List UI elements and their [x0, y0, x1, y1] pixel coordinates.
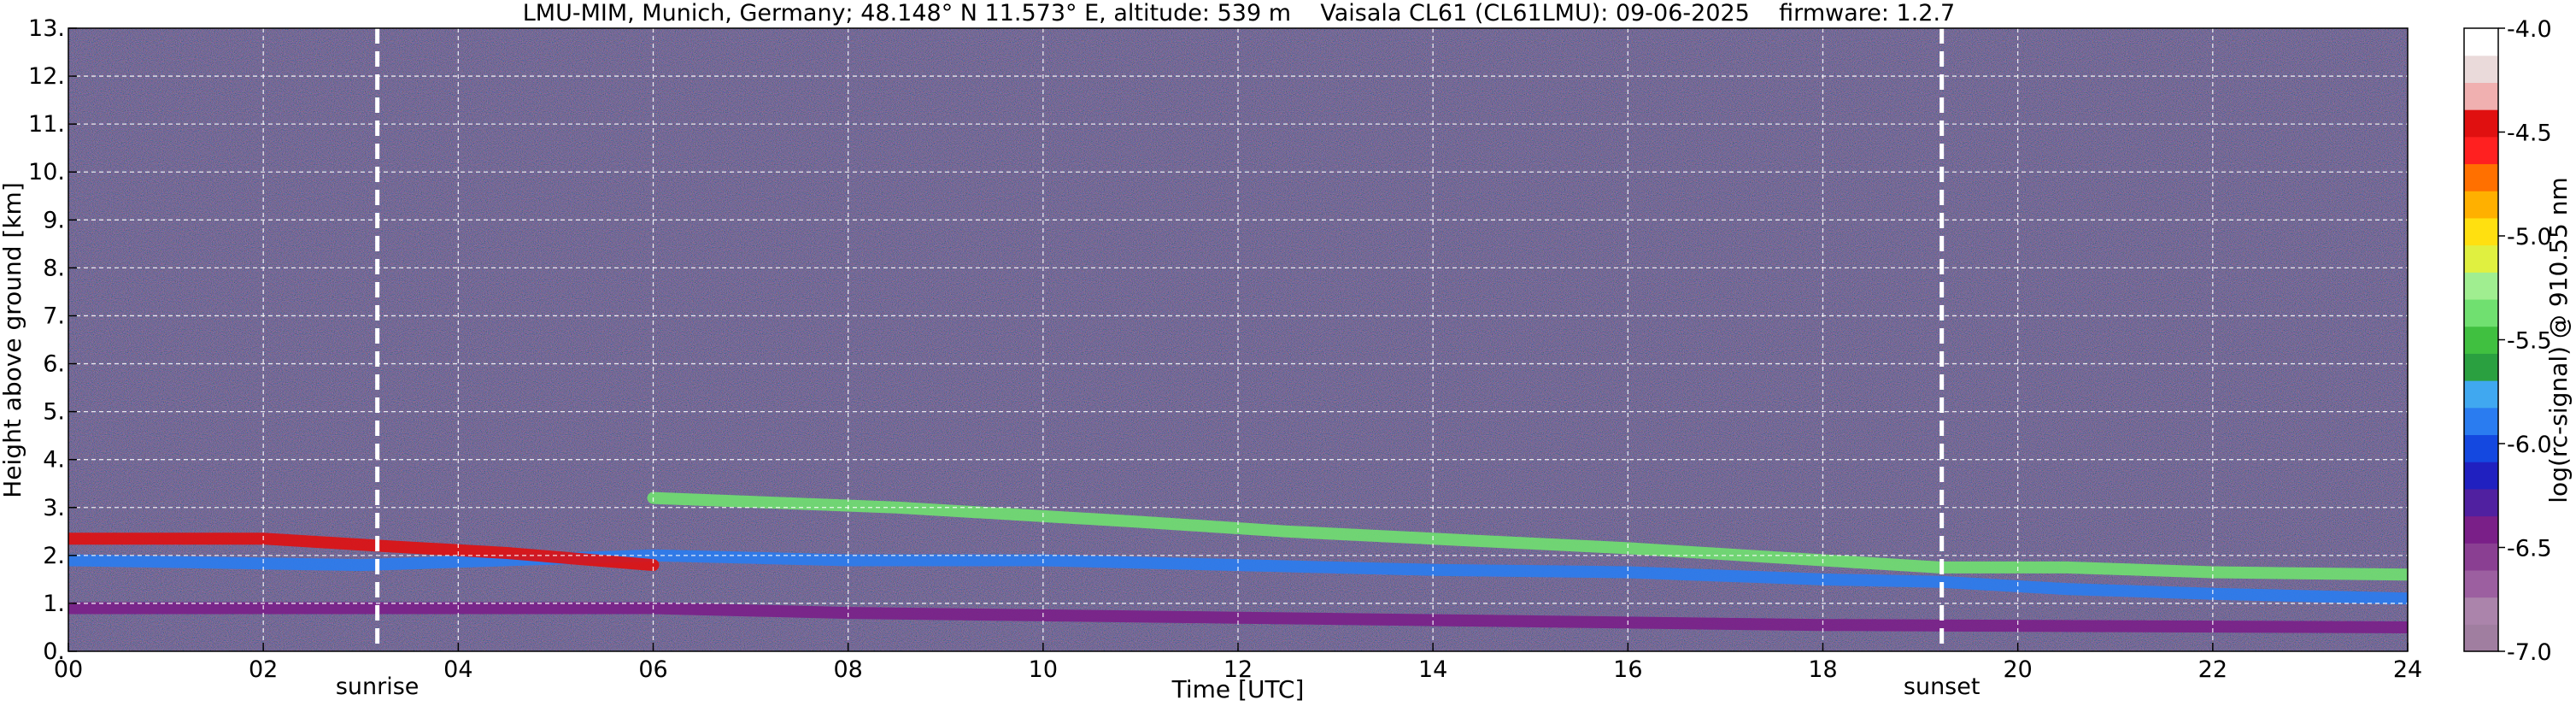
colorbar-ticks: -7.0 -6.5 -6.0 -5.5 -5.0 -4.5 -4.0 [2498, 16, 2552, 666]
x-tick-label: 12 [1223, 656, 1253, 683]
colorbar-tick-label: -4.5 [2507, 121, 2552, 147]
layer-0 [647, 491, 2408, 581]
colorbar-swatch [2464, 163, 2498, 191]
colorbar-swatch [2464, 462, 2498, 490]
colorbar-tick-label: -6.5 [2507, 536, 2552, 562]
x-tick-label: 00 [54, 656, 83, 683]
colorbar-tick-label: -4.0 [2507, 16, 2552, 43]
colorbar-swatch [2464, 434, 2498, 462]
colorbar-tick-label: -6.0 [2507, 432, 2552, 458]
y-tick-label: 12. [28, 63, 65, 90]
colorbar-tick-label: -5.0 [2507, 224, 2552, 250]
y-tick-label: 4. [43, 447, 65, 474]
y-tick-label: 11. [28, 111, 65, 138]
x-tick-label: 02 [249, 656, 278, 683]
colorbar-swatch [2464, 82, 2498, 110]
colorbar-swatch [2464, 569, 2498, 598]
layer-2 [68, 532, 660, 572]
y-tick-label: 13. [28, 15, 65, 42]
colorbar-swatch [2464, 515, 2498, 544]
grid-lines [68, 28, 2408, 651]
colorbar-swatch [2464, 191, 2498, 219]
colorbar-swatch [2464, 543, 2498, 571]
plot-area: sunrise sunset [67, 27, 2409, 700]
colorbar-swatch [2464, 326, 2498, 354]
x-tick-label: 18 [1808, 656, 1837, 683]
colorbar: -7.0 -6.5 -6.0 -5.5 -5.0 -4.5 -4.0 log(rc-sign… [2463, 16, 2573, 666]
colorbar-swatch [2464, 407, 2498, 436]
colorbar-swatch [2464, 28, 2498, 56]
chart-title: LMU-MIM, Munich, Germany; 48.148° N 11.5… [523, 0, 1956, 26]
x-tick-label: 10 [1029, 656, 1058, 683]
x-tick-label: 14 [1418, 656, 1447, 683]
colorbar-swatch [2464, 136, 2498, 165]
colorbar-swatch [2464, 217, 2498, 246]
colorbar-swatch [2464, 272, 2498, 300]
colorbar-swatch [2464, 55, 2498, 83]
colorbar-swatch [2464, 624, 2498, 652]
colorbar-swatch [2464, 244, 2498, 273]
y-tick-label: 0. [43, 638, 65, 665]
y-axis-label: Height above ground [km] [0, 182, 26, 498]
y-tick-label: 9. [43, 207, 65, 233]
annotations: sunrise sunset [336, 28, 1980, 700]
x-tick-label: 22 [2198, 656, 2227, 683]
x-tick-label: 08 [833, 656, 862, 683]
x-tick-label: 06 [638, 656, 667, 683]
y-tick-label: 6. [43, 351, 65, 378]
y-tick-label: 2. [43, 543, 65, 569]
sunset-label: sunset [1904, 674, 1980, 700]
y-tick-label: 10. [28, 159, 65, 185]
x-axis-label: Time [UTC] [1171, 675, 1305, 703]
colorbar-swatch [2464, 380, 2498, 409]
y-tick-label: 7. [43, 303, 65, 329]
sunrise-label: sunrise [336, 674, 420, 700]
colorbar-swatch [2464, 353, 2498, 381]
colorbar-tick-label: -7.0 [2507, 639, 2552, 666]
colorbar-tick-label: -5.5 [2507, 328, 2552, 355]
colorbar-swatch [2464, 597, 2498, 625]
colorbar-swatch [2464, 298, 2498, 327]
x-tick-label: 20 [2003, 656, 2032, 683]
colorbar-label: log(rc-signal) @ 910.55 nm [2544, 177, 2573, 503]
y-tick-label: 8. [43, 255, 65, 281]
colorbar-swatch [2464, 488, 2498, 517]
x-tick-label: 16 [1613, 656, 1642, 683]
x-tick-label: 04 [443, 656, 472, 683]
y-tick-label: 3. [43, 495, 65, 521]
y-axis: 0. 1. 2. 3. 4. 5. 6. 7. 8. 9. 10. 11. 12. 13. [28, 15, 77, 665]
colorbar-swatch [2464, 109, 2498, 138]
x-axis: 00 02 04 06 08 10 12 14 16 18 20 22 24 [54, 643, 2422, 683]
y-tick-label: 1. [43, 591, 65, 617]
colorbar-swatches [2464, 28, 2498, 652]
x-tick-label: 24 [2393, 656, 2422, 683]
y-tick-label: 5. [43, 399, 65, 426]
